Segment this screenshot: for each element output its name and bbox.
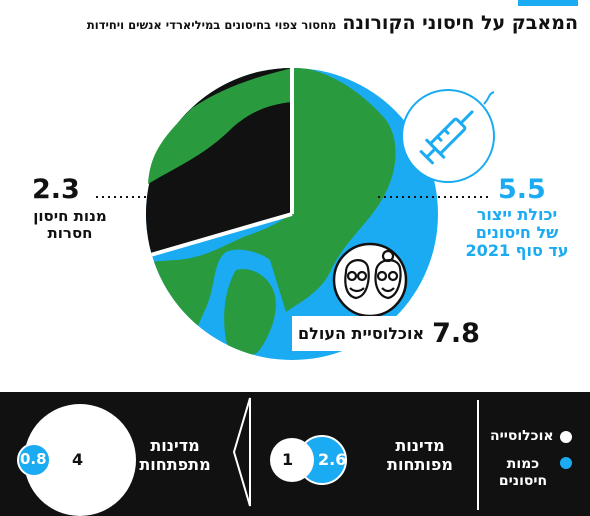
globe-land-south xyxy=(224,269,276,356)
comparison-circles xyxy=(17,404,347,516)
production-capacity-value: 5.5 xyxy=(498,174,546,205)
pie-slice-missing-land xyxy=(148,68,292,214)
developing-vaccines-circle xyxy=(17,443,51,477)
globe-land xyxy=(146,68,396,347)
chart-title: המאבק על חיסוני הקורונה xyxy=(342,12,578,34)
legend-dot-vaccines xyxy=(560,457,572,469)
developing-population-circle xyxy=(24,404,136,516)
legend-vaccines-label: כמות חיסונים xyxy=(498,456,548,489)
production-capacity-label: יכולת ייצור של חיסונים עד סוף 2021 xyxy=(465,205,569,260)
developing-label: מדינות מתפתחות xyxy=(139,436,211,474)
world-population-value: 7.8 xyxy=(432,318,480,349)
legend-population-label: אוכלוסייה xyxy=(490,428,554,444)
developed-population-value: 1 xyxy=(282,450,294,469)
accent-line xyxy=(518,0,578,6)
page-title: המאבק על חיסוני הקורונה מחסור צפוי בחיסונ… xyxy=(87,12,578,34)
world-population-box: 7.8 אוכלוסיית העולם xyxy=(292,316,486,351)
developing-population-value: 4 xyxy=(72,450,84,469)
pie-separator xyxy=(151,212,293,257)
syringe-icon xyxy=(401,89,495,183)
developing-vaccines-value: 0.8 xyxy=(20,450,47,468)
people-icon xyxy=(332,242,408,318)
legend-dot-population xyxy=(560,431,572,443)
world-population-label: אוכלוסיית העולם xyxy=(298,324,425,343)
globe-pie xyxy=(146,68,438,360)
developed-label: מדינות מפותחות xyxy=(387,436,453,474)
chart-subtitle: מחסור צפוי בחיסונים במיליארדי אנשים ויחי… xyxy=(86,18,337,32)
developed-vaccines-value: 2.6 xyxy=(318,450,347,469)
missing-doses-value: 2.3 xyxy=(32,174,80,205)
developed-population-circle xyxy=(270,438,314,482)
pie-slice-missing-doses xyxy=(146,68,292,255)
chevron-divider xyxy=(232,397,251,507)
missing-doses-label: מנות חיסון חסרות xyxy=(33,207,107,242)
